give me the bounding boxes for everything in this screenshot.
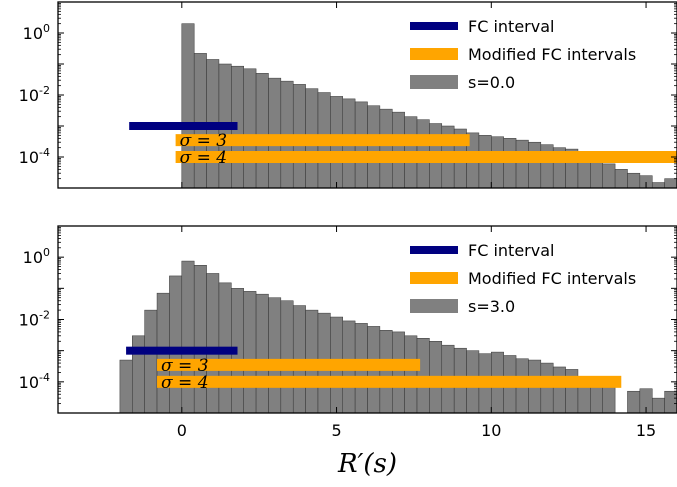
histogram-bar <box>627 172 641 188</box>
legend-swatch <box>410 75 458 89</box>
modified-interval-bar <box>175 134 470 147</box>
y-tick-label: 10-4 <box>19 146 50 167</box>
legend-label: FC interval <box>468 17 554 36</box>
histogram-bar <box>255 73 269 188</box>
histogram-bar <box>367 105 381 188</box>
histogram-bar <box>515 139 529 188</box>
histogram-bar <box>614 169 628 188</box>
histogram-bar <box>243 291 257 413</box>
y-tick-label: 100 <box>23 22 50 43</box>
histogram-bar <box>503 138 517 188</box>
modified-interval-bar <box>157 375 622 388</box>
fc-interval-bar <box>126 346 238 355</box>
modified-interval-bar <box>175 151 677 163</box>
histogram-bar <box>651 397 665 413</box>
modified-interval-label: σ = 4 <box>180 148 227 168</box>
legend-label: FC interval <box>468 241 554 260</box>
histogram-bar <box>255 293 269 413</box>
x-tick-label: 15 <box>636 421 656 440</box>
histogram-bar <box>243 68 257 188</box>
histogram-bar <box>552 366 566 413</box>
histogram-bar <box>379 330 393 413</box>
modified-interval-label: σ = 3 <box>161 356 208 376</box>
panel-bottom: σ = 3σ = 4 0 5 10 15 100 10-2 10-4 FC interval Mo… <box>19 225 677 479</box>
x-tick-label: 5 <box>331 421 341 440</box>
panel-top: σ = 3σ = 4 100 10-2 10-4 FC interval Modified… <box>19 1 677 189</box>
y-tick-label: 10-4 <box>19 371 50 392</box>
legend-swatch <box>410 246 458 254</box>
histogram-bar <box>651 182 665 188</box>
legend-swatch <box>410 299 458 313</box>
histogram-bar <box>602 163 616 188</box>
histogram-bar <box>404 335 418 413</box>
histogram-bar <box>268 77 282 188</box>
histogram-bar <box>639 175 653 188</box>
y-tick-label: 10-2 <box>19 84 50 105</box>
plot-area: σ = 3σ = 4 <box>119 260 677 413</box>
legend-swatch <box>410 272 458 284</box>
x-axis-label: R′(s) <box>337 449 397 479</box>
histogram-bar <box>144 309 158 413</box>
modified-interval-label: σ = 4 <box>161 373 208 393</box>
legend-swatch <box>410 22 458 30</box>
legend-label: s=0.0 <box>468 73 515 92</box>
fc-interval-bar <box>129 122 238 130</box>
histogram-bar <box>627 390 641 413</box>
histogram-bar <box>392 331 405 413</box>
y-tick-label: 10-2 <box>19 309 50 330</box>
legend: FC interval Modified FC intervals s=0.0 <box>410 17 636 92</box>
legend-label: Modified FC intervals <box>468 269 636 288</box>
histogram-bar <box>528 141 542 188</box>
y-tick-label: 100 <box>23 246 50 267</box>
x-tick-label: 10 <box>481 421 501 440</box>
histogram-bar <box>379 108 393 188</box>
histogram-bar <box>664 178 677 188</box>
x-tick-label: 0 <box>177 421 187 440</box>
histogram-bar <box>392 111 405 188</box>
legend-label: s=3.0 <box>468 297 515 316</box>
histogram-bar <box>280 300 294 413</box>
modified-interval-label: σ = 3 <box>180 131 227 151</box>
plot-area: σ = 3σ = 4 <box>129 23 677 188</box>
legend-label: Modified FC intervals <box>468 45 636 64</box>
histogram-bar <box>268 297 282 413</box>
modified-interval-bar <box>157 358 421 371</box>
histogram-bar <box>416 338 430 413</box>
histogram-bar <box>119 359 133 413</box>
legend: FC interval Modified FC intervals s=3.0 <box>410 241 636 316</box>
legend-swatch <box>410 48 458 60</box>
histogram-bar <box>540 362 554 413</box>
